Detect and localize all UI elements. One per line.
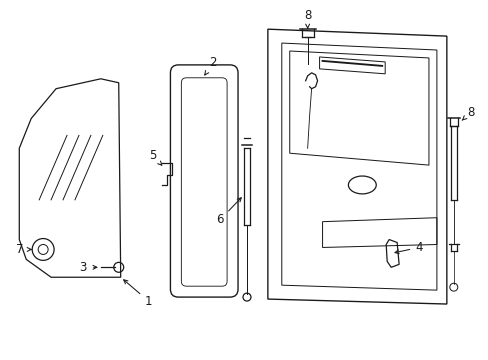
Text: 8: 8 [461, 106, 473, 120]
Text: 4: 4 [394, 241, 422, 254]
Text: 2: 2 [204, 57, 217, 75]
Text: 7: 7 [16, 243, 23, 256]
Text: 8: 8 [304, 9, 311, 28]
Text: 3: 3 [80, 261, 87, 274]
Text: 5: 5 [148, 149, 162, 165]
Text: 1: 1 [123, 280, 152, 307]
Text: 6: 6 [216, 198, 241, 226]
